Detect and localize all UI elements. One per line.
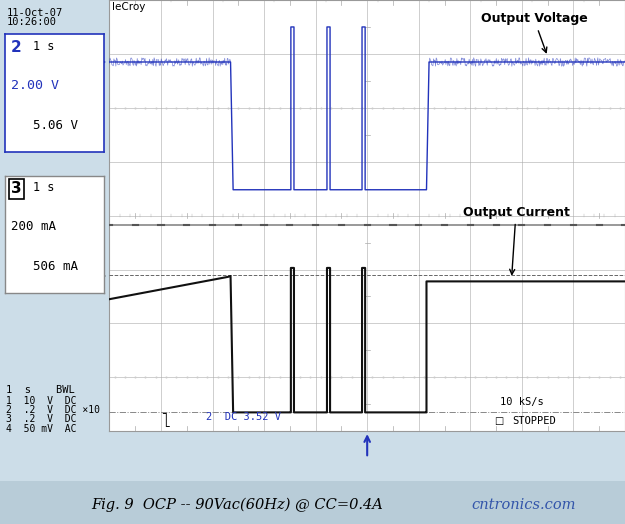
Text: 10:26:00: 10:26:00	[6, 17, 56, 27]
Text: □: □	[494, 416, 503, 425]
Text: STOPPED: STOPPED	[512, 416, 556, 425]
Text: 3  .2  V  DC: 3 .2 V DC	[6, 414, 77, 424]
Text: 5.06 V: 5.06 V	[32, 119, 78, 132]
Text: 4  50 mV  AC: 4 50 mV AC	[6, 424, 77, 434]
Text: 2.00 V: 2.00 V	[11, 79, 59, 92]
Text: 11-Oct-07: 11-Oct-07	[6, 8, 63, 18]
Text: Output Voltage: Output Voltage	[481, 13, 588, 52]
Text: 1 s: 1 s	[32, 40, 54, 53]
Text: 3: 3	[11, 181, 21, 196]
Text: 1  10  V  DC: 1 10 V DC	[6, 396, 77, 406]
Text: 1  s    BWL: 1 s BWL	[6, 385, 75, 395]
Text: ┐
└: ┐ └	[162, 410, 169, 432]
Text: 506 mA: 506 mA	[32, 260, 78, 274]
Text: Output Current: Output Current	[462, 206, 569, 275]
Text: 2  DC 3.52 V: 2 DC 3.52 V	[206, 412, 281, 422]
Text: 200 mA: 200 mA	[11, 220, 56, 233]
Text: Fig. 9  OCP -- 90Vac(60Hz) @ CC=0.4A: Fig. 9 OCP -- 90Vac(60Hz) @ CC=0.4A	[92, 497, 384, 512]
Text: leCroy: leCroy	[112, 2, 146, 12]
Text: 2: 2	[11, 40, 22, 55]
Text: cntronics.com: cntronics.com	[472, 498, 576, 511]
Text: 1 s: 1 s	[32, 181, 54, 194]
Text: 10 kS/s: 10 kS/s	[500, 397, 544, 407]
Text: 2  .2  V  DC ×10: 2 .2 V DC ×10	[6, 405, 100, 415]
